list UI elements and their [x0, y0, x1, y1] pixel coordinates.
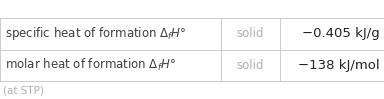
Text: −0.405 kJ/g: −0.405 kJ/g: [302, 27, 379, 40]
Text: solid: solid: [237, 59, 264, 72]
Text: (at STP): (at STP): [3, 85, 44, 95]
Text: solid: solid: [237, 27, 264, 40]
Text: −138 kJ/mol: −138 kJ/mol: [298, 59, 379, 72]
Text: molar heat of formation $\Delta_f H°$: molar heat of formation $\Delta_f H°$: [5, 57, 175, 73]
Text: specific heat of formation $\Delta_f H°$: specific heat of formation $\Delta_f H°$: [5, 25, 186, 42]
